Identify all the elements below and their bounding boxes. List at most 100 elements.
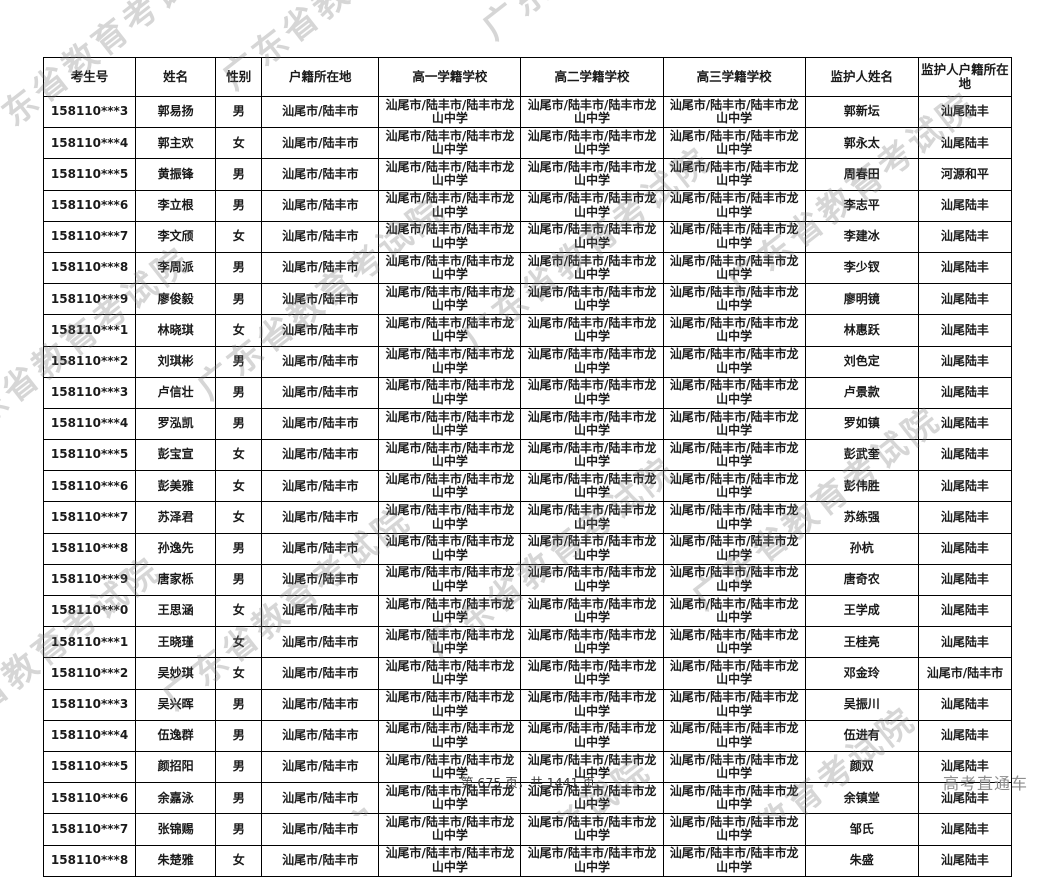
- cell-grade2-school: 汕尾市/陆丰市/陆丰市龙山中学: [520, 813, 664, 846]
- table-row: 158110***7 苏泽君女汕尾市/陆丰市 汕尾市/陆丰市/陆丰市龙山中学 汕尾市/…: [42, 501, 1013, 534]
- cell-name: 彭宝宣: [135, 439, 217, 472]
- cell-name: 郭主欢: [135, 127, 217, 160]
- cell-guardian-name: 孙杭: [804, 532, 919, 565]
- cell-guardian-hukou: 汕尾陆丰: [917, 251, 1013, 285]
- cell-guardian-hukou: 汕尾陆丰: [917, 470, 1013, 503]
- cell-grade2-school: 汕尾市/陆丰市/陆丰市龙山中学: [520, 95, 664, 129]
- cell-grade2-school: 汕尾市/陆丰市/陆丰市龙山中学: [520, 251, 664, 285]
- cell-hukou: 汕尾市/陆丰市: [261, 220, 380, 253]
- cell-exam-id: 158110***8: [42, 251, 137, 285]
- cell-guardian-name: 王桂亮: [804, 626, 919, 659]
- cell-guardian-name: 郭新坛: [804, 95, 919, 129]
- cell-guardian-hukou: 汕尾陆丰: [917, 501, 1013, 534]
- cell-name: 伍逸群: [135, 719, 217, 752]
- cell-hukou: 汕尾市/陆丰市: [261, 719, 380, 752]
- cell-grade2-school: 汕尾市/陆丰市/陆丰市龙山中学: [520, 470, 664, 503]
- cell-name: 李立根: [135, 189, 217, 222]
- cell-exam-id: 158110***4: [42, 127, 137, 160]
- column-header-sex: 性别: [215, 57, 263, 97]
- cell-sex: 女: [215, 844, 263, 877]
- cell-sex: 男: [215, 407, 263, 441]
- cell-guardian-name: 彭武奎: [804, 439, 919, 472]
- cell-grade3-school: 汕尾市/陆丰市/陆丰市龙山中学: [662, 719, 806, 752]
- cell-guardian-hukou: 汕尾陆丰: [917, 345, 1013, 378]
- cell-hukou: 汕尾市/陆丰市: [261, 563, 380, 597]
- cell-guardian-name: 唐奇农: [804, 563, 919, 597]
- cell-name: 吴妙琪: [135, 657, 217, 690]
- cell-exam-id: 158110***1: [42, 314, 137, 347]
- cell-guardian-hukou: 汕尾陆丰: [917, 813, 1013, 846]
- cell-grade1-school: 汕尾市/陆丰市/陆丰市龙山中学: [378, 220, 522, 253]
- table-row: 158110***4 伍逸群男汕尾市/陆丰市 汕尾市/陆丰市/陆丰市龙山中学 汕尾市/…: [42, 719, 1013, 752]
- cell-sex: 男: [215, 189, 263, 222]
- cell-guardian-hukou: 汕尾陆丰: [917, 626, 1013, 659]
- cell-grade3-school: 汕尾市/陆丰市/陆丰市龙山中学: [662, 314, 806, 347]
- cell-exam-id: 158110***9: [42, 563, 137, 597]
- cell-grade1-school: 汕尾市/陆丰市/陆丰市龙山中学: [378, 158, 522, 191]
- cell-guardian-hukou: 汕尾陆丰: [917, 563, 1013, 597]
- table-row: 158110***8 朱楚雅女汕尾市/陆丰市 汕尾市/陆丰市/陆丰市龙山中学 汕尾市/…: [42, 844, 1013, 877]
- cell-guardian-hukou: 河源和平: [917, 158, 1013, 191]
- cell-grade1-school: 汕尾市/陆丰市/陆丰市龙山中学: [378, 626, 522, 659]
- cell-hukou: 汕尾市/陆丰市: [261, 470, 380, 503]
- cell-name: 吴兴晖: [135, 688, 217, 721]
- cell-grade1-school: 汕尾市/陆丰市/陆丰市龙山中学: [378, 407, 522, 441]
- cell-hukou: 汕尾市/陆丰市: [261, 594, 380, 628]
- cell-hukou: 汕尾市/陆丰市: [261, 158, 380, 191]
- table-header-row: 考生号 姓名 性别 户籍所在地 高一学籍学校 高二学籍学校 高三学籍学校 监护人…: [42, 57, 1013, 97]
- table-row: 158110***7 李文颀女汕尾市/陆丰市 汕尾市/陆丰市/陆丰市龙山中学 汕尾市/…: [42, 220, 1013, 253]
- cell-grade3-school: 汕尾市/陆丰市/陆丰市龙山中学: [662, 470, 806, 503]
- table-row: 158110***6 余嘉泳男汕尾市/陆丰市 汕尾市/陆丰市/陆丰市龙山中学 汕尾市/…: [42, 782, 1013, 815]
- cell-grade2-school: 汕尾市/陆丰市/陆丰市龙山中学: [520, 626, 664, 659]
- cell-grade1-school: 汕尾市/陆丰市/陆丰市龙山中学: [378, 376, 522, 409]
- cell-hukou: 汕尾市/陆丰市: [261, 501, 380, 534]
- cell-guardian-name: 邹氏: [804, 813, 919, 846]
- cell-name: 孙逸先: [135, 532, 217, 565]
- cell-hukou: 汕尾市/陆丰市: [261, 189, 380, 222]
- cell-grade3-school: 汕尾市/陆丰市/陆丰市龙山中学: [662, 532, 806, 565]
- cell-grade2-school: 汕尾市/陆丰市/陆丰市龙山中学: [520, 127, 664, 160]
- cell-name: 李文颀: [135, 220, 217, 253]
- cell-grade2-school: 汕尾市/陆丰市/陆丰市龙山中学: [520, 501, 664, 534]
- cell-grade3-school: 汕尾市/陆丰市/陆丰市龙山中学: [662, 501, 806, 534]
- table-row: 158110***0 王思涵女汕尾市/陆丰市 汕尾市/陆丰市/陆丰市龙山中学 汕尾市/…: [42, 594, 1013, 628]
- cell-guardian-hukou: 汕尾陆丰: [917, 407, 1013, 441]
- cell-grade3-school: 汕尾市/陆丰市/陆丰市龙山中学: [662, 750, 806, 784]
- cell-name: 颜招阳: [135, 750, 217, 784]
- cell-grade2-school: 汕尾市/陆丰市/陆丰市龙山中学: [520, 782, 664, 815]
- cell-guardian-name: 李少钗: [804, 251, 919, 285]
- cell-grade1-school: 汕尾市/陆丰市/陆丰市龙山中学: [378, 189, 522, 222]
- cell-hukou: 汕尾市/陆丰市: [261, 782, 380, 815]
- cell-guardian-name: 卢景款: [804, 376, 919, 409]
- cell-sex: 男: [215, 813, 263, 846]
- table-row: 158110***6 彭美雅女汕尾市/陆丰市 汕尾市/陆丰市/陆丰市龙山中学 汕尾市/…: [42, 470, 1013, 503]
- cell-guardian-name: 吴振川: [804, 688, 919, 721]
- cell-guardian-hukou: 汕尾陆丰: [917, 439, 1013, 472]
- cell-grade3-school: 汕尾市/陆丰市/陆丰市龙山中学: [662, 813, 806, 846]
- cell-exam-id: 158110***3: [42, 376, 137, 409]
- cell-guardian-name: 李建冰: [804, 220, 919, 253]
- cell-grade2-school: 汕尾市/陆丰市/陆丰市龙山中学: [520, 657, 664, 690]
- cell-exam-id: 158110***8: [42, 532, 137, 565]
- cell-grade3-school: 汕尾市/陆丰市/陆丰市龙山中学: [662, 95, 806, 129]
- cell-grade2-school: 汕尾市/陆丰市/陆丰市龙山中学: [520, 688, 664, 721]
- table-row: 158110***5 颜招阳男汕尾市/陆丰市 汕尾市/陆丰市/陆丰市龙山中学 汕尾市/…: [42, 750, 1013, 784]
- cell-hukou: 汕尾市/陆丰市: [261, 345, 380, 378]
- cell-exam-id: 158110***9: [42, 283, 137, 316]
- table-row: 158110***1 林晓琪女汕尾市/陆丰市 汕尾市/陆丰市/陆丰市龙山中学 汕尾市/…: [42, 314, 1013, 347]
- footer-brand-label: 高考直通车: [942, 774, 1028, 793]
- cell-guardian-hukou: 汕尾陆丰: [917, 127, 1013, 160]
- cell-exam-id: 158110***7: [42, 220, 137, 253]
- cell-guardian-name: 朱盛: [804, 844, 919, 877]
- cell-hukou: 汕尾市/陆丰市: [261, 657, 380, 690]
- cell-exam-id: 158110***5: [42, 439, 137, 472]
- cell-hukou: 汕尾市/陆丰市: [261, 532, 380, 565]
- cell-name: 罗泓凯: [135, 407, 217, 441]
- cell-grade2-school: 汕尾市/陆丰市/陆丰市龙山中学: [520, 283, 664, 316]
- cell-guardian-hukou: 汕尾陆丰: [917, 95, 1013, 129]
- cell-grade3-school: 汕尾市/陆丰市/陆丰市龙山中学: [662, 251, 806, 285]
- cell-grade2-school: 汕尾市/陆丰市/陆丰市龙山中学: [520, 439, 664, 472]
- cell-hukou: 汕尾市/陆丰市: [261, 376, 380, 409]
- cell-grade2-school: 汕尾市/陆丰市/陆丰市龙山中学: [520, 345, 664, 378]
- cell-name: 余嘉泳: [135, 782, 217, 815]
